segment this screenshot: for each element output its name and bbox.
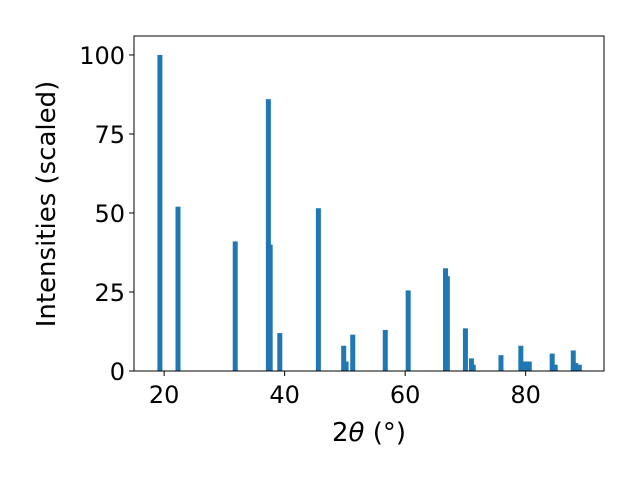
peak-bar <box>573 363 579 371</box>
peak-bar <box>350 334 356 371</box>
peak-bar <box>444 276 450 371</box>
peak-bar <box>175 206 181 371</box>
peak-bar <box>267 244 273 371</box>
x-tick-label: 20 <box>149 381 180 409</box>
y-tick-label: 25 <box>94 279 125 307</box>
peak-bar <box>518 345 524 371</box>
peak-bar <box>470 364 476 371</box>
x-tick-label: 80 <box>510 381 541 409</box>
peak-bar <box>462 328 468 371</box>
peak-bar <box>343 361 349 371</box>
peak-bar <box>232 241 238 371</box>
peak-bar <box>570 350 576 371</box>
x-axis-label: 2θ (°) <box>332 418 406 448</box>
peak-bar <box>498 355 504 371</box>
peak-bar <box>382 329 388 371</box>
peak-bar <box>520 361 526 371</box>
y-tick-label: 75 <box>94 121 125 149</box>
plot-frame <box>133 35 605 372</box>
peak-bar <box>315 208 321 371</box>
x-axis-label-theta: θ <box>349 418 365 448</box>
x-tick-label: 40 <box>269 381 300 409</box>
y-tick-label: 50 <box>94 200 125 228</box>
x-tick-label: 60 <box>390 381 421 409</box>
y-ticks: 0 25 50 75 100 <box>79 42 134 386</box>
x-axis-label-suffix: (°) <box>364 418 406 448</box>
peak-bar <box>552 364 558 371</box>
peak-bar <box>157 54 163 372</box>
y-axis-label: Intensities (scaled) <box>32 81 62 328</box>
x-axis-label-prefix: 2 <box>332 418 349 448</box>
peak-bar <box>277 333 283 371</box>
bars-group <box>157 54 582 372</box>
peak-bar <box>405 290 411 371</box>
y-tick-label: 100 <box>79 42 125 70</box>
peak-bar <box>576 364 582 371</box>
y-tick-label: 0 <box>110 358 125 386</box>
peak-bar <box>341 345 347 371</box>
peak-bar <box>526 361 532 371</box>
x-ticks: 20 40 60 80 <box>149 371 541 409</box>
peak-bar <box>265 99 271 372</box>
peak-bar <box>549 353 555 371</box>
